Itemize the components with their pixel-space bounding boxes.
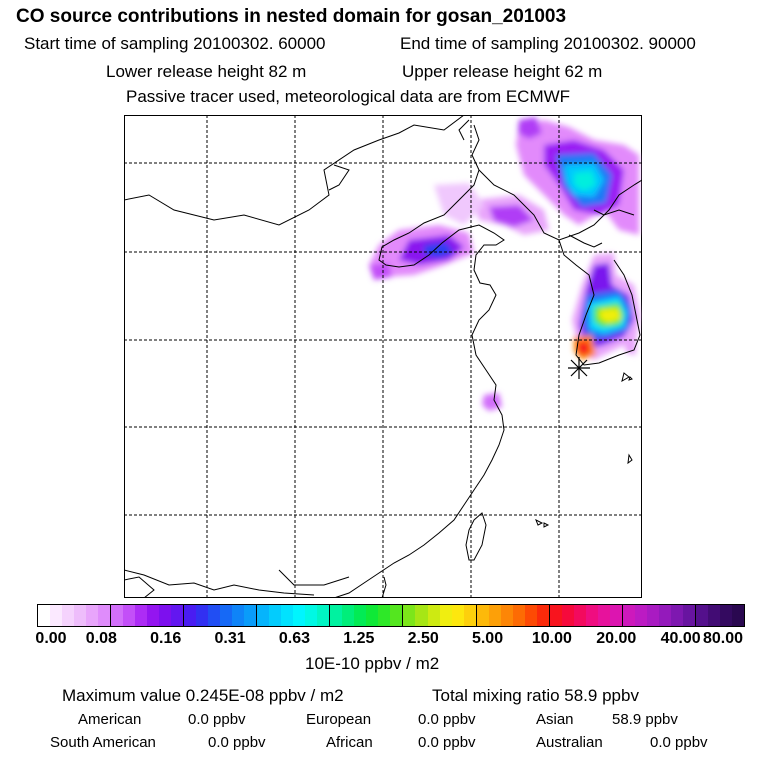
colorbar-swatch: [159, 605, 172, 626]
colorbar-swatch: [512, 605, 525, 626]
colorbar-swatch: [415, 605, 428, 626]
region-value: 0.0 ppbv: [418, 734, 476, 751]
colorbar-swatch: [695, 605, 708, 626]
colorbar-swatch: [366, 605, 379, 626]
colorbar-tick-label: 0.31: [214, 630, 246, 647]
colorbar-swatch: [658, 605, 671, 626]
colorbar-swatch: [682, 605, 696, 626]
end-time-label: End time of sampling 20100302. 90000: [400, 34, 696, 53]
colorbar-swatch: [171, 605, 185, 626]
colorbar-swatch: [74, 605, 87, 626]
colorbar-tick-label: 0.08: [85, 630, 117, 647]
colorbar-swatch: [342, 605, 355, 626]
colorbar-swatch: [731, 605, 744, 626]
colorbar-swatch: [634, 605, 647, 626]
region-value: 58.9 ppbv: [612, 711, 678, 728]
colorbar-swatch: [524, 605, 537, 626]
colorbar-tick-label: 20.00: [596, 630, 637, 647]
colorbar-swatch: [281, 605, 294, 626]
colorbar-swatch: [354, 605, 367, 626]
region-name: Asian: [536, 711, 574, 728]
region-name: Australian: [536, 734, 603, 751]
tracer-note: Passive tracer used, meteorological data…: [126, 87, 571, 106]
colorbar-swatch: [135, 605, 148, 626]
colorbar-swatch: [196, 605, 209, 626]
colorbar-swatch: [184, 605, 197, 626]
colorbar-swatch: [646, 605, 659, 626]
colorbar-tick-label: 0.63: [278, 630, 311, 647]
colorbar-tick-label: 1.25: [343, 630, 375, 647]
colorbar-swatch: [609, 605, 623, 626]
colorbar-swatch: [86, 605, 99, 626]
colorbar-swatch: [719, 605, 732, 626]
start-time-label: Start time of sampling 20100302. 60000: [24, 34, 326, 53]
region-value: 0.0 ppbv: [418, 711, 476, 728]
colorbar-swatch: [111, 605, 124, 626]
colorbar-swatch: [707, 605, 720, 626]
colorbar-swatch: [330, 605, 343, 626]
colorbar-swatch: [549, 605, 562, 626]
colorbar-tick-label: 80.00: [702, 630, 744, 647]
map-title: CO source contributions in nested domain…: [16, 6, 567, 27]
colorbar-swatch: [317, 605, 331, 626]
colorbar-swatch: [244, 605, 258, 626]
colorbar-swatch: [269, 605, 282, 626]
colorbar-swatch: [536, 605, 550, 626]
colorbar-swatch: [476, 605, 489, 626]
lat-lon-grid: [124, 115, 642, 598]
colorbar-swatch: [573, 605, 586, 626]
region-name: African: [326, 734, 373, 751]
colorbar-swatch: [597, 605, 610, 626]
colorbar-swatch: [147, 605, 160, 626]
colorbar-swatch: [670, 605, 683, 626]
colorbar-swatch: [390, 605, 404, 626]
colorbar-swatch: [62, 605, 75, 626]
colorbar-swatch: [500, 605, 513, 626]
colorbar-swatch: [98, 605, 112, 626]
colorbar-tick-label: 0.00: [35, 630, 67, 647]
colorbar-swatch: [38, 605, 51, 626]
colorbar-swatch: [220, 605, 233, 626]
region-value: 0.0 ppbv: [650, 734, 708, 751]
colorbar-tick-label: 0.16: [150, 630, 182, 647]
colorbar-swatch: [50, 605, 63, 626]
colorbar-swatch: [378, 605, 391, 626]
colorbar-tick-label: 5.00: [471, 630, 504, 647]
colorbar-swatch: [403, 605, 416, 626]
receptor-site-icon: [568, 357, 590, 379]
colorbar-tick-label: 2.50: [407, 630, 439, 647]
colorbar-tick-label: 40.00: [660, 630, 701, 647]
region-name: European: [306, 711, 372, 728]
colorbar-swatch: [585, 605, 598, 626]
colorbar-swatch: [622, 605, 635, 626]
colorbar-swatch: [561, 605, 574, 626]
colorbar-swatch: [257, 605, 270, 626]
max-value-label: Maximum value 0.245E-08 ppbv / m2: [62, 686, 344, 705]
region-value: 0.0 ppbv: [188, 711, 246, 728]
region-name: American: [78, 711, 142, 728]
colorbar-units: 10E-10 ppbv / m2: [305, 654, 440, 673]
colorbar: [37, 604, 745, 627]
upper-release-height-label: Upper release height 62 m: [402, 62, 603, 81]
region-name: South American: [50, 734, 156, 751]
colorbar-swatch: [305, 605, 318, 626]
colorbar-swatch: [232, 605, 245, 626]
colorbar-swatch: [208, 605, 221, 626]
colorbar-swatch: [451, 605, 464, 626]
lower-release-height-label: Lower release height 82 m: [106, 62, 307, 81]
total-mixing-ratio-label: Total mixing ratio 58.9 ppbv: [432, 686, 639, 705]
colorbar-swatch: [427, 605, 440, 626]
coastlines: [124, 115, 642, 598]
colorbar-swatch: [123, 605, 136, 626]
colorbar-swatch: [488, 605, 501, 626]
colorbar-swatch: [293, 605, 306, 626]
region-value: 0.0 ppbv: [208, 734, 266, 751]
concentration-map: [124, 115, 642, 598]
colorbar-tick-label: 10.00: [531, 630, 572, 647]
co-plume-field: [369, 117, 640, 411]
colorbar-swatch: [463, 605, 477, 626]
colorbar-swatch: [439, 605, 452, 626]
